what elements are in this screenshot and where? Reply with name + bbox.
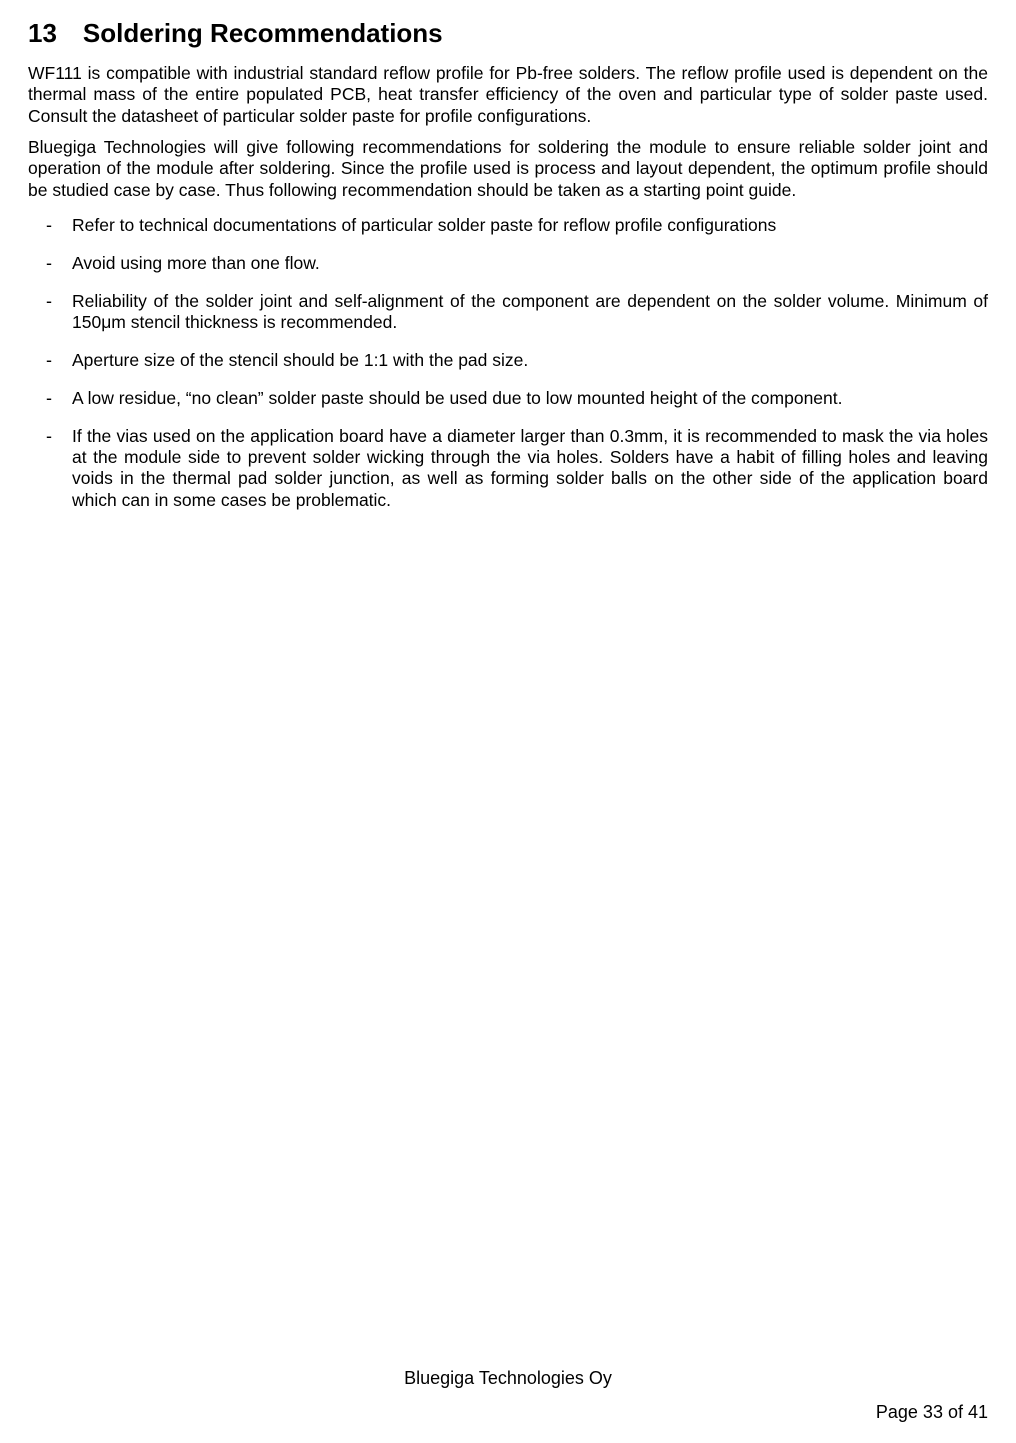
list-item: - Aperture size of the stencil should be… <box>28 350 988 372</box>
list-item: - Refer to technical documentations of p… <box>28 215 988 237</box>
section-heading: 13 Soldering Recommendations <box>28 18 988 49</box>
body-paragraph: WF111 is compatible with industrial stan… <box>28 63 988 127</box>
bullet-marker: - <box>28 215 72 237</box>
bullet-marker: - <box>28 426 72 511</box>
section-title: Soldering Recommendations <box>83 18 443 48</box>
bullet-text: Aperture size of the stencil should be 1… <box>72 350 988 372</box>
section-number: 13 <box>28 18 57 49</box>
bullet-marker: - <box>28 350 72 372</box>
bullet-marker: - <box>28 291 72 334</box>
list-item: - Avoid using more than one flow. <box>28 253 988 275</box>
bullet-text: Reliability of the solder joint and self… <box>72 291 988 334</box>
bullet-text: Avoid using more than one flow. <box>72 253 988 275</box>
footer-page-number: Page 33 of 41 <box>876 1402 988 1423</box>
list-item: - Reliability of the solder joint and se… <box>28 291 988 334</box>
body-paragraph: Bluegiga Technologies will give followin… <box>28 137 988 201</box>
bullet-marker: - <box>28 388 72 410</box>
bullet-marker: - <box>28 253 72 275</box>
footer-company: Bluegiga Technologies Oy <box>0 1368 1016 1389</box>
list-item: - A low residue, “no clean” solder paste… <box>28 388 988 410</box>
bullet-text: Refer to technical documentations of par… <box>72 215 988 237</box>
bullet-text: A low residue, “no clean” solder paste s… <box>72 388 988 410</box>
bullet-list: - Refer to technical documentations of p… <box>28 215 988 511</box>
list-item: - If the vias used on the application bo… <box>28 426 988 511</box>
bullet-text: If the vias used on the application boar… <box>72 426 988 511</box>
